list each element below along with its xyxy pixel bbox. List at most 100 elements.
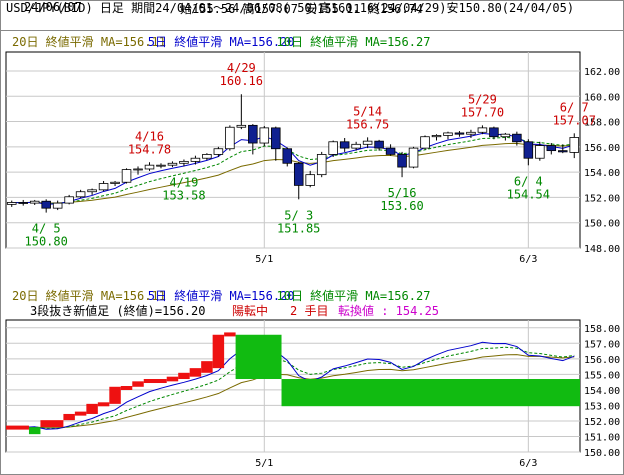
annotation-date: 6/ 7 (560, 100, 589, 114)
candle-body (236, 124, 247, 128)
bottom-ma-line-ma10 (11, 346, 575, 429)
candle-body (466, 131, 476, 135)
bottom-ma-line-ma20 (11, 354, 575, 429)
bottom-y-tick-label: 158.00 (584, 324, 620, 335)
candle-body (512, 133, 522, 143)
candle-body (282, 148, 293, 164)
top-x-tick-label: 5/1 (255, 254, 273, 265)
candle-body (477, 127, 488, 133)
new-price-block (86, 403, 98, 414)
annotation-value: 150.80 (25, 235, 68, 249)
new-price-block (6, 425, 29, 430)
bottom-legend-ma20: 20日 終値平滑 MA=156.11 (12, 288, 166, 303)
bottom-y-tick-label: 151.00 (584, 432, 620, 443)
candle-body (133, 168, 143, 171)
candle-body (362, 140, 373, 145)
new-price-block (120, 386, 133, 390)
candle-body (202, 154, 212, 159)
annotation-value: 160.16 (220, 74, 263, 88)
new-price-block (166, 376, 179, 382)
top-y-tick-label: 156.00 (584, 143, 620, 154)
candle-body (41, 200, 51, 209)
candle-body (454, 132, 465, 135)
candle-body (558, 150, 568, 153)
candle-body (328, 141, 338, 155)
top-ma-line-ma20 (11, 142, 575, 204)
header-ohlc-values: 始155.56 高157.07 安155.11 終156.74 (180, 2, 424, 16)
chart-header-ohlc: 24/06/07 始155.56 高157.07 安155.11 終156.74 (0, 0, 624, 16)
new-price-block (132, 381, 144, 387)
annotation-value: 154.78 (128, 142, 171, 156)
new-price-block (293, 379, 580, 407)
bottom-y-tick-label: 150.00 (584, 448, 620, 459)
candle-body (500, 133, 511, 138)
bottom-y-tick-label: 153.00 (584, 401, 620, 412)
bottom-y-tick-label: 152.00 (584, 417, 620, 428)
candle-body (156, 164, 166, 167)
top-y-tick-label: 152.00 (584, 193, 620, 204)
chart-header-period: USD/JPY(BID) 日足 期間24/04/01～24/06/08( 50)… (6, 1, 575, 15)
annotation-value: 154.54 (507, 187, 550, 201)
annotation-date: 5/29 (468, 92, 497, 106)
annotation-value: 156.75 (346, 117, 389, 131)
annotation-value: 151.85 (277, 221, 320, 235)
annotation-value: 157.07 (553, 113, 596, 127)
top-x-tick-label: 6/3 (519, 254, 537, 265)
new-price-block (143, 379, 167, 384)
top-legend-ma20: 20日 終値平滑 MA=156.11 (12, 34, 166, 49)
annotation-date: 4/29 (227, 61, 256, 75)
new-price-block (189, 368, 202, 377)
top-y-tick-label: 162.00 (584, 67, 620, 78)
candle-body (6, 202, 17, 205)
candle-body (523, 141, 534, 159)
candle-body (374, 140, 384, 149)
bottom-y-tick-label: 155.00 (584, 370, 620, 381)
new-price-block (281, 379, 293, 407)
new-price-block (63, 413, 75, 421)
bottom-y-tick-label: 154.00 (584, 386, 620, 397)
top-y-tick-label: 160.00 (584, 92, 620, 103)
top-ma-line-ma10 (11, 136, 575, 204)
header-date: 24/06/07 (24, 0, 82, 14)
annotation-date: 4/16 (135, 129, 164, 143)
new-price-block (178, 372, 190, 380)
top-y-tick-label: 154.00 (584, 168, 620, 179)
candle-body (75, 191, 86, 198)
kagi-status-trend: 陽転中 (232, 303, 268, 318)
annotation-date: 5/ 3 (284, 208, 313, 222)
candle-body (179, 160, 189, 164)
new-price-block (28, 427, 41, 435)
candle-body (546, 145, 557, 152)
candle-body (535, 145, 545, 159)
top-legend-ma10: 10日 終値平滑 MA=156.27 (277, 34, 431, 49)
candle-body (259, 127, 270, 144)
annotation-date: 4/19 (169, 175, 198, 189)
annotation-date: 5/16 (388, 186, 417, 200)
kagi-status-label: 3段抜き新値足 (終値)=156.20 (30, 303, 205, 318)
candle-body (351, 143, 361, 149)
candle-body (443, 132, 453, 136)
candle-body (29, 200, 40, 204)
new-price-block (74, 411, 87, 416)
candle-body (408, 147, 419, 168)
new-price-block (201, 361, 213, 373)
candle-body (271, 127, 281, 150)
annotation-value: 153.58 (162, 188, 205, 202)
bottom-x-tick-label: 5/1 (255, 458, 273, 469)
candle-body (144, 164, 155, 170)
candle-body (190, 157, 201, 162)
new-price-block (97, 402, 110, 407)
bottom-x-tick-label: 6/3 (519, 458, 537, 469)
candle-body (339, 141, 350, 149)
bottom-y-tick-label: 156.00 (584, 355, 620, 366)
candle-body (293, 162, 304, 186)
annotation-value: 157.70 (461, 105, 504, 119)
top-y-tick-label: 158.00 (584, 118, 620, 129)
new-price-block (224, 332, 236, 337)
new-price-block (235, 334, 282, 380)
candle-body (110, 181, 120, 184)
annotation-date: 5/14 (353, 104, 382, 118)
candle-body (98, 183, 109, 191)
top-y-tick-label: 150.00 (584, 219, 620, 230)
bottom-y-tick-label: 157.00 (584, 339, 620, 350)
